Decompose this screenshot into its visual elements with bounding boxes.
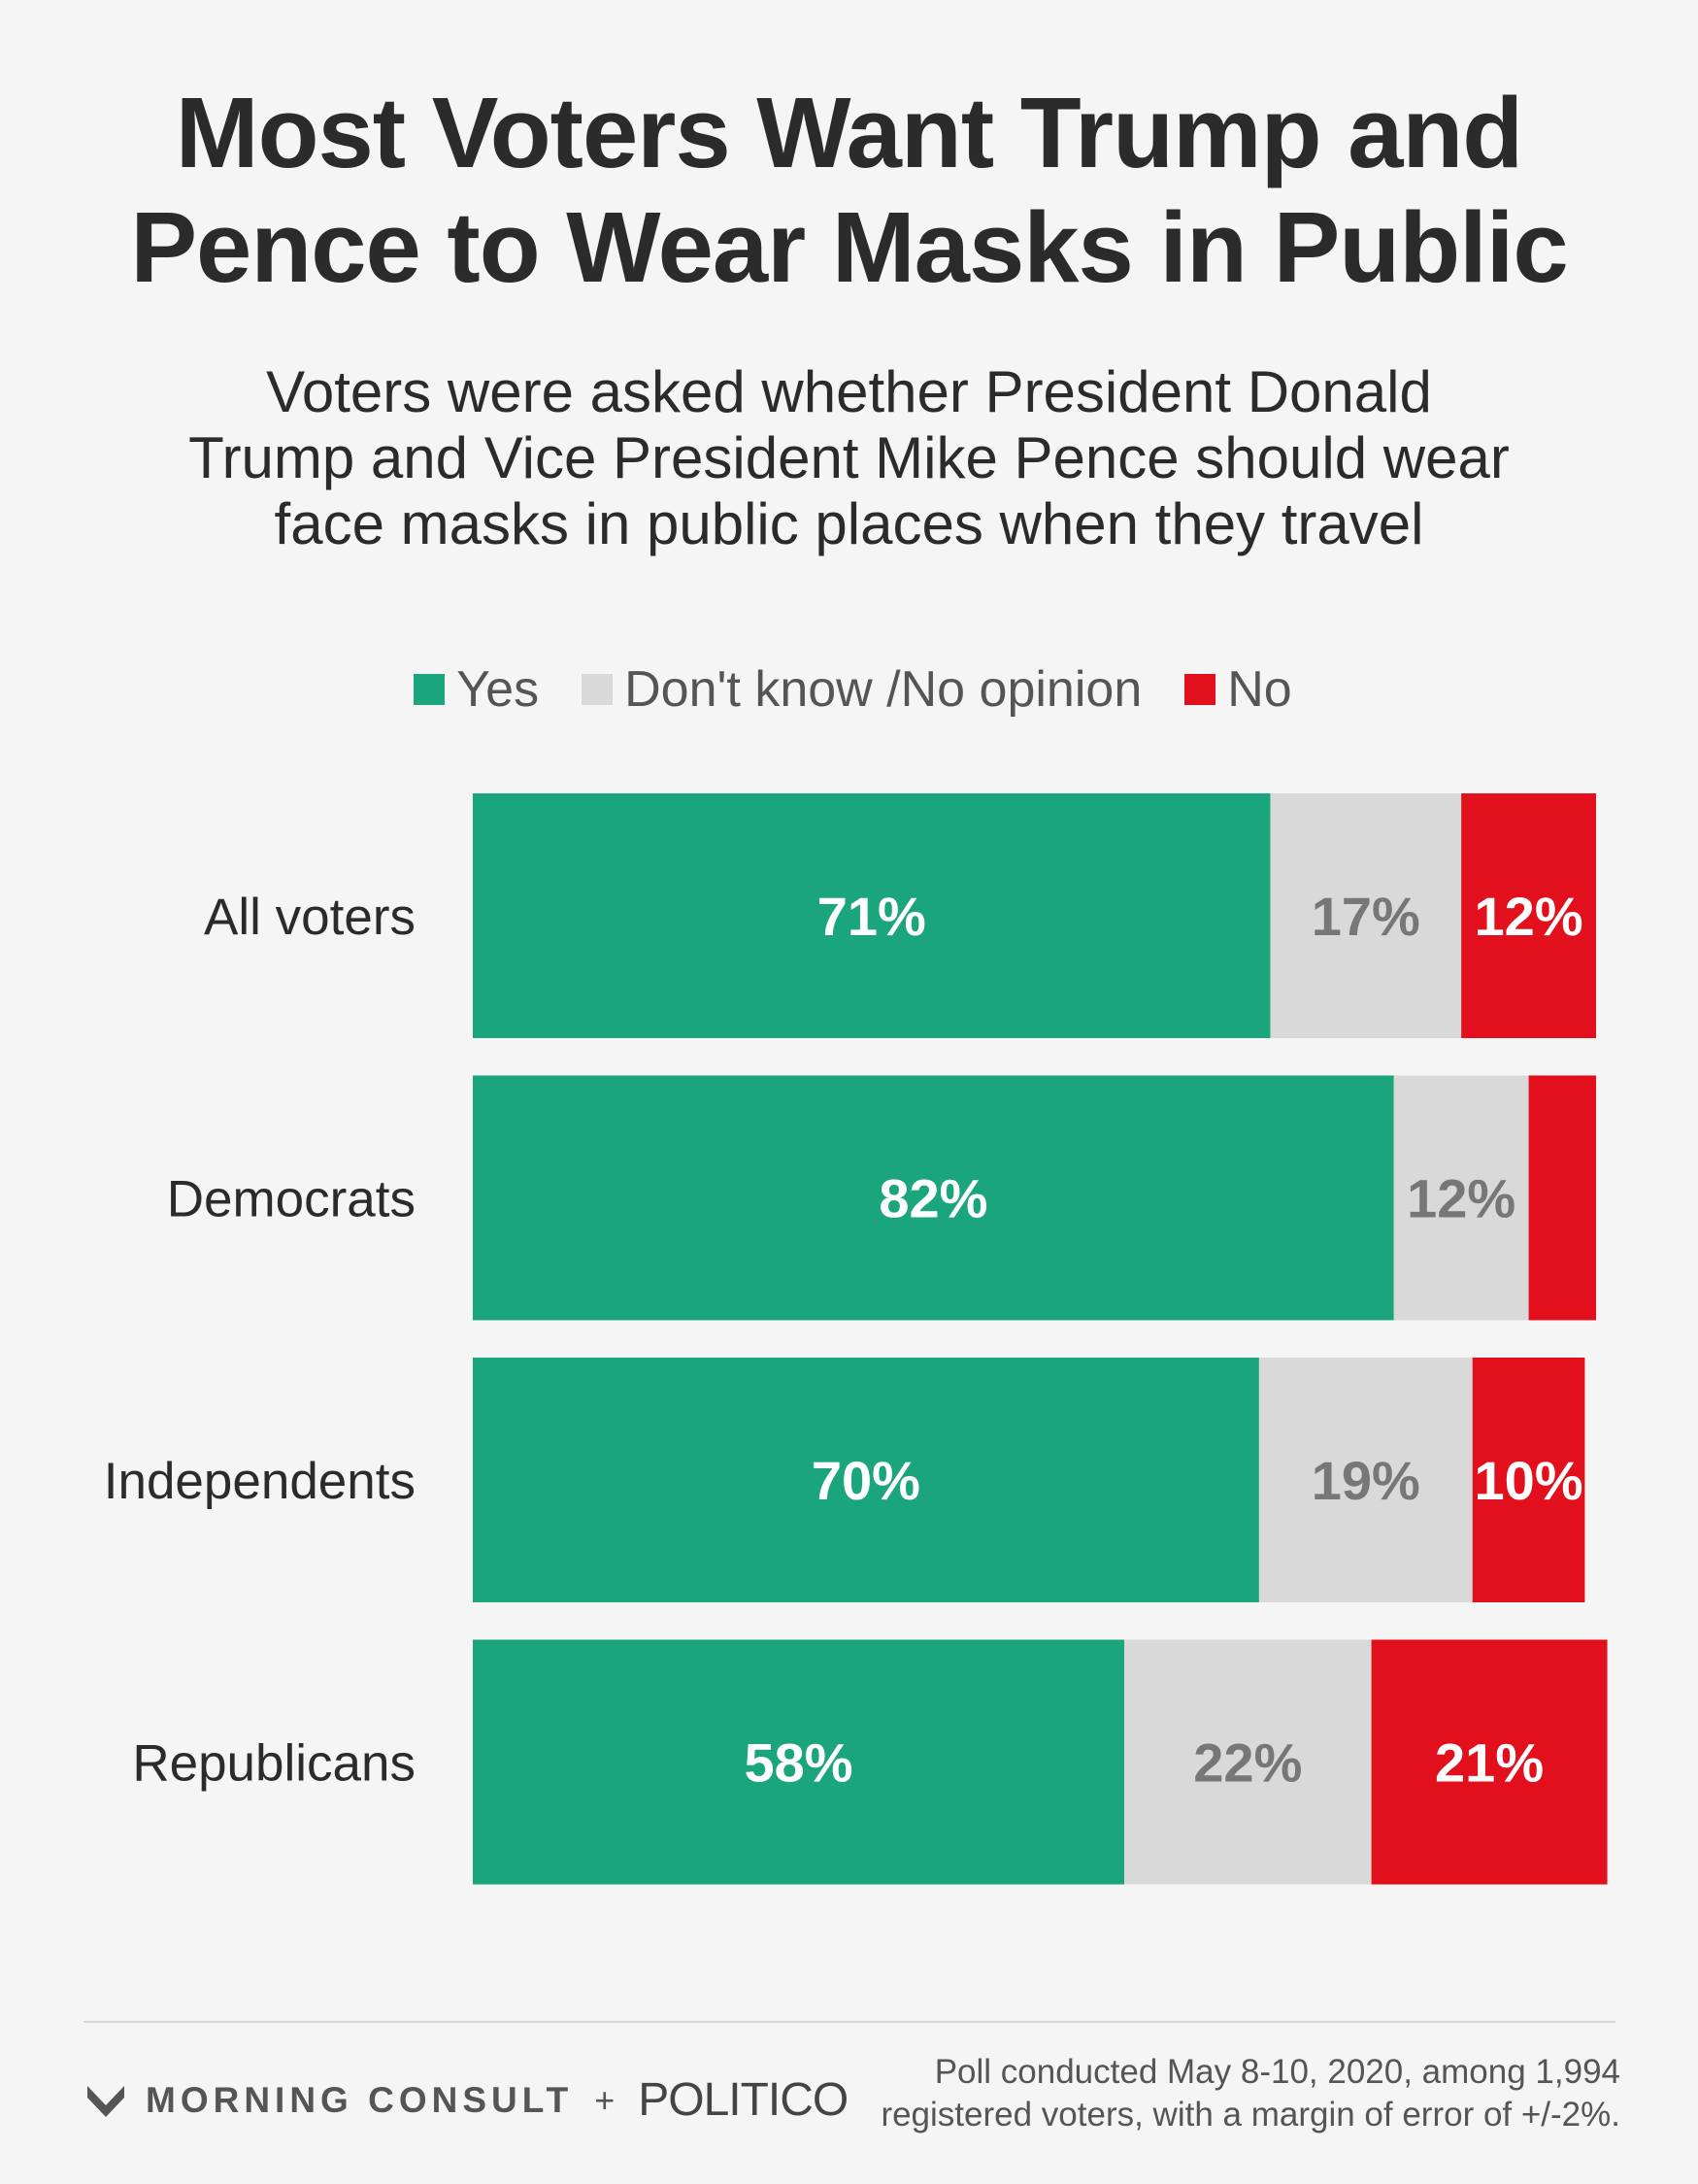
brand-plus: + (594, 2079, 616, 2120)
legend-label-yes: Yes (456, 661, 540, 718)
data-label: 71% (817, 886, 926, 947)
bar-segment (1393, 1075, 1529, 1321)
legend-item-no: No (1184, 660, 1292, 719)
category-label: Republicans (132, 1735, 416, 1793)
chart-legend: Yes Don't know /No opinion No (0, 660, 1698, 719)
legend-item-yes: Yes (414, 660, 539, 719)
data-label: 19% (1312, 1450, 1420, 1511)
source-note-line-2: registered voters, with a margin of erro… (881, 2096, 1620, 2134)
brand-logos: MORNING CONSULT + POLITICO (85, 2073, 849, 2127)
legend-swatch-yes (414, 674, 446, 705)
data-label: 12% (1407, 1168, 1515, 1229)
data-label: 70% (812, 1450, 920, 1511)
subtitle-line-2: Trump and Vice President Mike Pence shou… (188, 425, 1510, 490)
morning-consult-wordmark: MORNING CONSULT (146, 2079, 574, 2120)
legend-label-dont-know: Don't know /No opinion (624, 661, 1143, 718)
title-line-1: Most Voters Want Trump and (175, 77, 1523, 188)
bar-segment (1461, 793, 1596, 1038)
data-label: 12% (1475, 886, 1583, 947)
bar-segment (1371, 1639, 1608, 1885)
bar-segment (1270, 793, 1462, 1038)
footer-divider (83, 2021, 1615, 2023)
bar-segment (473, 1358, 1259, 1602)
chart-subtitle: Voters were asked whether President Dona… (0, 359, 1698, 557)
bar-segment (1472, 1358, 1585, 1602)
legend-label-no: No (1227, 661, 1292, 718)
legend-swatch-no (1184, 674, 1216, 705)
bar-segment (1124, 1639, 1372, 1885)
bar-segment (1528, 1075, 1596, 1321)
data-label: 21% (1435, 1732, 1544, 1794)
title-line-2: Pence to Wear Masks in Public (130, 191, 1568, 303)
data-label: 82% (879, 1168, 987, 1229)
source-note-line-1: Poll conducted May 8-10, 2020, among 1,9… (934, 2053, 1620, 2091)
category-label: All voters (204, 889, 416, 946)
legend-item-dont-know: Don't know /No opinion (582, 660, 1142, 719)
morning-consult-logo-icon (87, 2085, 124, 2117)
data-label: 17% (1312, 886, 1420, 947)
bar-segment (473, 1639, 1125, 1885)
subtitle-line-1: Voters were asked whether President Dona… (266, 359, 1432, 424)
bar-segment (473, 1075, 1394, 1321)
data-label: 58% (744, 1732, 852, 1794)
legend-swatch-dont-know (582, 674, 614, 705)
politico-wordmark: POLITICO (638, 2074, 849, 2126)
bar-segment (1258, 1358, 1473, 1602)
category-label: Independents (104, 1453, 416, 1510)
bar-segment (473, 793, 1271, 1038)
category-label: Democrats (167, 1171, 416, 1228)
chart-title: Most Voters Want Trump and Pence to Wear… (0, 76, 1698, 305)
source-note: Poll conducted May 8-10, 2020, among 1,9… (844, 2051, 1620, 2136)
data-label: 22% (1193, 1732, 1302, 1794)
subtitle-line-3: face masks in public places when they tr… (274, 491, 1424, 556)
data-label: 10% (1475, 1450, 1583, 1511)
